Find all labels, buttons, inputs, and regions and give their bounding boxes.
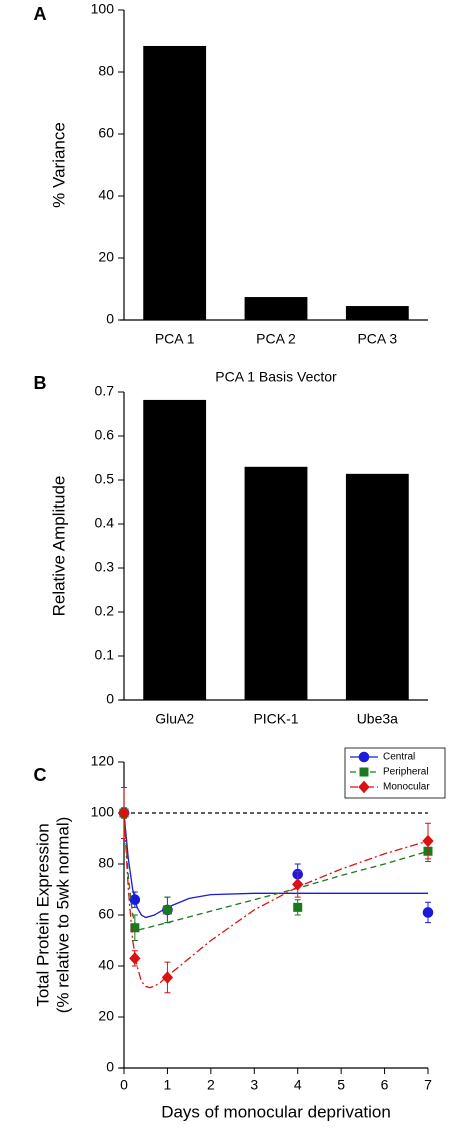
panel-label: A [34,4,47,24]
y-tick-label: 100 [91,804,115,820]
x-tick-label: 1 [164,1077,172,1093]
legend-label: Monocular [383,782,430,793]
y-tick-label: 100 [91,1,115,17]
marker [292,878,304,891]
y-tick-label: 80 [98,63,114,79]
y-tick-label: 40 [98,957,114,973]
fit-curve [123,812,428,919]
fit-curve [123,812,429,989]
marker [129,894,141,906]
x-axis-title: Days of monocular deprivation [161,1102,391,1121]
y-axis-title: Total Protein Expression [33,823,52,1006]
legend-label: Peripheral [383,767,429,778]
bar [345,306,409,320]
y-tick-label: 0 [106,691,114,707]
marker [293,902,303,912]
marker [422,834,434,848]
y-tick-label: 0.3 [95,559,115,575]
y-tick-label: 0.7 [95,383,115,399]
bar [244,297,308,320]
y-tick-label: 0 [106,311,114,327]
fit-curve [123,812,429,932]
y-tick-label: 60 [98,125,114,141]
panel-label: B [34,373,47,393]
bar [143,399,207,700]
y-tick-label: 0.6 [95,427,115,443]
x-tick-label: Ube3a [357,711,398,727]
x-tick-label: 5 [337,1077,345,1093]
y-tick-label: 40 [98,187,114,203]
y-tick-label: 0.4 [95,515,115,531]
y-tick-label: 0.5 [95,471,115,487]
x-tick-label: PCA 2 [256,331,296,347]
marker [130,923,140,933]
y-tick-label: 80 [98,855,114,871]
bar [143,45,207,321]
y-axis-title: % Variance [49,122,68,208]
marker [161,971,174,984]
y-tick-label: 0.1 [95,647,115,663]
legend-label: Central [383,752,415,763]
x-tick-label: PCA 3 [357,331,397,347]
y-tick-label: 60 [98,906,114,922]
bar [244,466,308,700]
y-tick-label: 20 [98,1008,114,1024]
y-tick-label: 120 [91,753,115,769]
x-tick-label: 6 [381,1077,389,1093]
chart-title: PCA 1 Basis Vector [215,369,337,385]
x-tick-label: GluA2 [155,711,194,727]
x-tick-label: 7 [424,1077,432,1093]
x-tick-label: PCA 1 [155,331,195,347]
panel-label: C [34,765,47,785]
x-tick-label: 2 [207,1077,215,1093]
y-axis-title: Relative Amplitude [49,476,68,617]
y-tick-label: 20 [98,249,114,265]
marker [358,780,370,794]
y-tick-label: 0 [106,1059,114,1075]
marker [359,767,369,777]
y-axis-subtitle: (% relative to 5wk normal) [53,817,72,1014]
y-tick-label: 0.2 [95,603,115,619]
marker [422,907,434,918]
bar [345,473,409,700]
marker [162,905,172,915]
marker [118,806,130,820]
x-tick-label: 4 [294,1077,302,1093]
marker [129,952,141,965]
x-tick-label: PICK-1 [253,711,298,727]
x-tick-label: 0 [120,1077,128,1093]
marker [358,751,370,763]
x-tick-label: 3 [250,1077,258,1093]
